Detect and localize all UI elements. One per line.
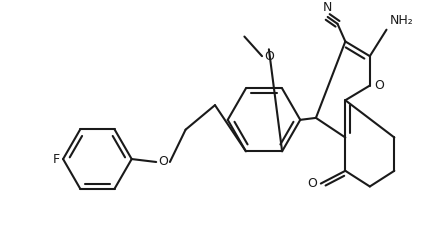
Text: F: F [53,153,60,166]
Text: O: O [375,79,385,92]
Text: N: N [323,1,332,14]
Text: O: O [264,50,274,63]
Text: O: O [158,155,168,169]
Text: NH₂: NH₂ [390,14,413,27]
Text: O: O [307,177,317,190]
